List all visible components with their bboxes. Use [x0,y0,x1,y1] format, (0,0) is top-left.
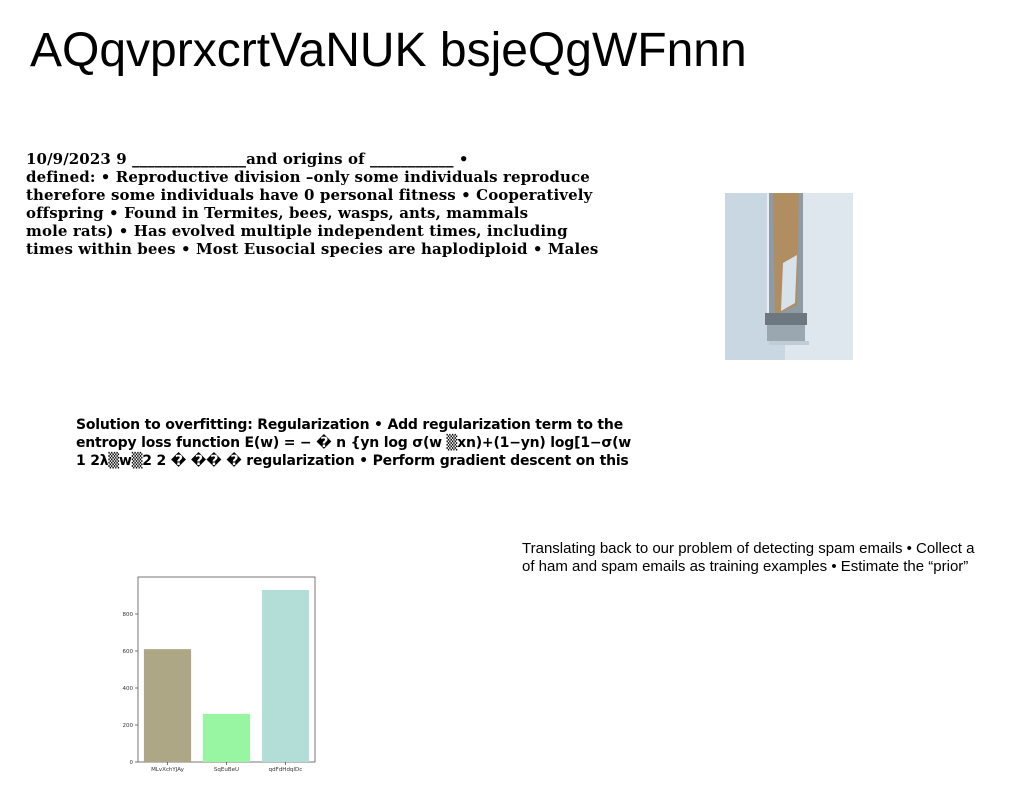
bar-qdFdHdqIDc [261,589,310,762]
y-tick-label: 800 [123,612,134,618]
page-title: AQqvprxcrtVaNUK bsjeQgWFnnn [30,24,747,77]
text-line: 10/9/2023 9 _______________and origins o… [26,150,469,168]
y-tick-label: 200 [123,723,134,729]
text-line: Translating back to our problem of detec… [522,540,975,557]
bar-SqEuBeU [202,713,251,762]
text-line: of ham and spam emails as training examp… [522,558,969,575]
text-line: entropy loss function E(w) = − � n {yn l… [76,435,632,451]
text-line: times within bees • Most Eusocial specie… [26,240,599,258]
window-photo-drawing [725,193,853,360]
y-tick-label: 600 [123,649,134,655]
x-tick-label: qdFdHdqIDc [269,767,303,773]
bar-chart-svg: 0 200 400 600 800 MLvXchYJAy SqEuBeU qdFdHdqIDc [123,576,316,773]
bar-MLvXchYJAy [143,649,192,762]
text-line: 1 2λ▒w▒2 2 � �� � regularization • Perfo… [76,453,629,469]
y-tick-label: 400 [123,686,134,692]
window-photo [725,193,853,360]
x-tick-label: SqEuBeU [214,767,239,773]
text-block-eusociality: 10/9/2023 9 _______________and origins o… [26,150,646,258]
bar-chart: 0 200 400 600 800 MLvXchYJAy SqEuBeU qdFdHdqIDc [118,572,328,782]
text-line: Solution to overfitting: Regularization … [76,417,623,433]
x-tick-label: MLvXchYJAy [151,767,185,773]
text-block-regularization: Solution to overfitting: Regularization … [76,416,696,470]
text-block-spam: Translating back to our problem of detec… [522,540,1022,576]
text-line: offspring • Found in Termites, bees, was… [26,204,529,222]
y-tick-label: 0 [130,760,134,766]
text-line: defined: • Reproductive division –only s… [26,168,590,186]
text-line: mole rats) • Has evolved multiple indepe… [26,222,568,240]
text-line: therefore some individuals have 0 person… [26,186,593,204]
